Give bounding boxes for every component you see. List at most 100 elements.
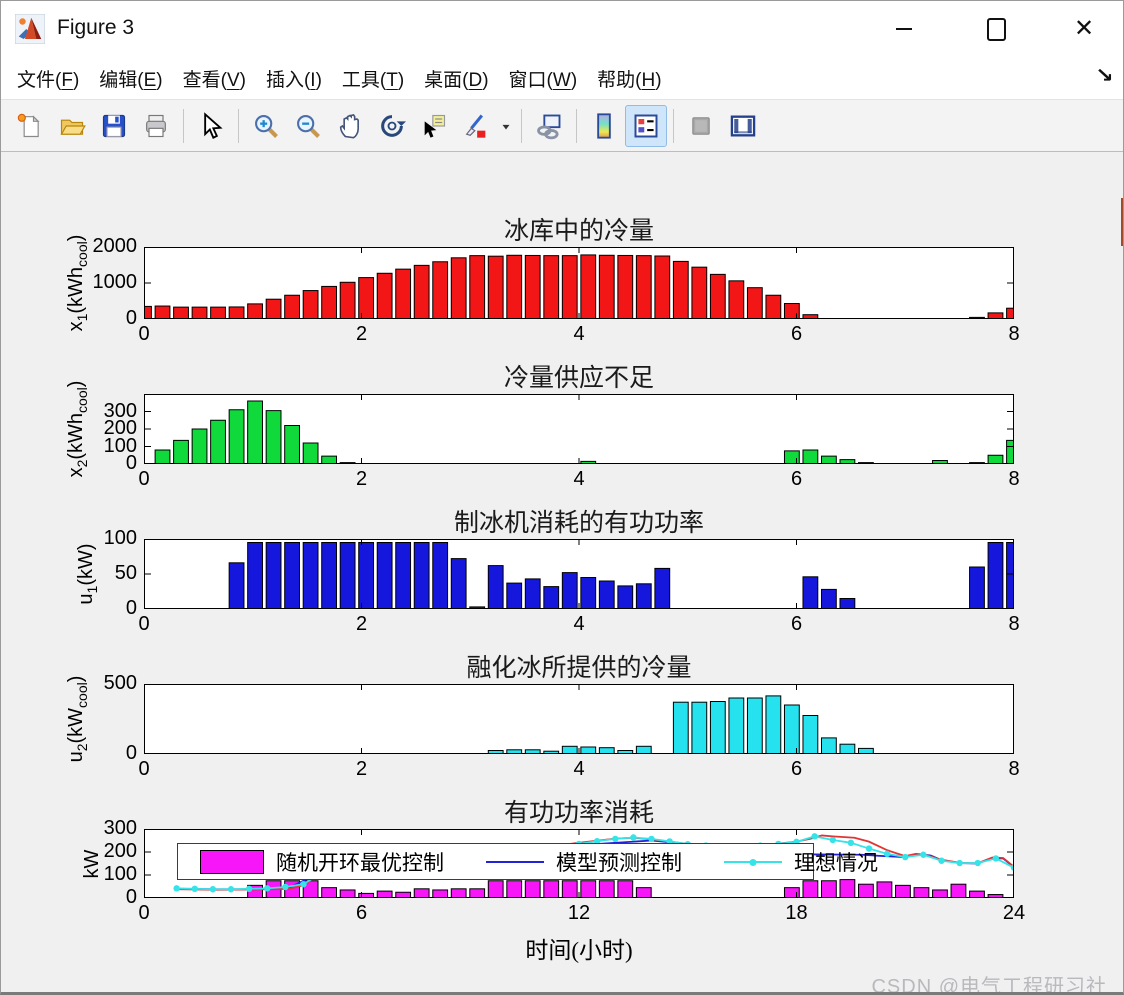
show-plot-tools-dock-button[interactable] — [722, 105, 764, 147]
link-plot-button[interactable] — [528, 105, 570, 147]
y-tick-label: 300 — [103, 817, 137, 839]
x-tick-label: 0 — [138, 323, 150, 345]
toolbar-separator — [521, 108, 522, 143]
rotate-3d-icon — [378, 112, 406, 140]
toolbar-separator — [576, 108, 577, 143]
dock-figure-arrow-icon[interactable]: ↘ — [1095, 65, 1114, 87]
y-tick-label: 200 — [103, 417, 137, 439]
legend-label: 理想情况 — [794, 850, 878, 875]
new-figure-button[interactable] — [9, 105, 51, 147]
data-cursor-button[interactable] — [413, 105, 455, 147]
x-tick-label: 8 — [1008, 468, 1020, 490]
new-figure-icon — [16, 112, 44, 140]
legend-entry: 模型预测控制 — [486, 847, 682, 877]
menu-item-tools[interactable]: 工具(T) — [341, 70, 405, 91]
subplot3-title: 制冰机消耗的有功功率 — [453, 510, 704, 537]
menu-item-window[interactable]: 窗口(W) — [508, 70, 578, 91]
legend-entry: 理想情况 — [724, 847, 878, 877]
subplot2-axes — [144, 394, 1014, 464]
y-tick-label: 1000 — [92, 271, 138, 293]
save-figure-button[interactable] — [93, 105, 135, 147]
toolbar-separator — [673, 108, 674, 143]
minimize-icon — [896, 28, 912, 30]
subplot2-title: 冷量供应不足 — [503, 365, 654, 392]
menu-item-view[interactable]: 查看(V) — [182, 70, 246, 91]
legend-line-swatch — [486, 860, 544, 863]
subplot4-title: 融化冰所提供的冷量 — [466, 655, 692, 682]
subplot1-title: 冰库中的冷量 — [503, 218, 654, 245]
y-tick-label: 0 — [125, 742, 137, 764]
menu-item-file[interactable]: 文件(F) — [17, 70, 80, 91]
y-tick-label: 0 — [125, 886, 137, 908]
minimize-button[interactable] — [881, 9, 927, 49]
save-figure-icon — [100, 112, 128, 140]
brush-dropdown-icon — [501, 112, 511, 140]
x-tick-label: 4 — [573, 323, 585, 345]
brush-icon — [462, 112, 490, 140]
toolbar — [1, 100, 1123, 152]
close-button[interactable]: ✕ — [1061, 9, 1107, 49]
x-tick-label: 12 — [567, 902, 591, 924]
menu-item-help[interactable]: 帮助(H) — [597, 70, 662, 91]
y-tick-label: 100 — [103, 527, 137, 549]
insert-legend-button[interactable] — [625, 104, 667, 147]
x-tick-label: 6 — [790, 323, 803, 345]
x-tick-label: 6 — [355, 902, 368, 924]
zoom-in-button[interactable] — [245, 105, 287, 147]
insert-colorbar-icon — [590, 112, 618, 140]
insert-colorbar-button[interactable] — [583, 105, 625, 147]
menu-item-edit[interactable]: 编辑(E) — [99, 70, 163, 91]
y-tick-label: 100 — [103, 434, 137, 457]
print-figure-icon — [142, 112, 170, 140]
legend-line-marker-swatch — [724, 858, 782, 866]
zoom-out-icon — [294, 112, 322, 140]
brush-button[interactable] — [455, 105, 497, 147]
y-tick-label: 200 — [103, 840, 137, 862]
subplot1-axes — [144, 247, 1014, 319]
y-tick-label: 50 — [114, 562, 137, 584]
x-tick-label: 24 — [1002, 902, 1026, 924]
y-tick-label: 500 — [103, 672, 137, 694]
link-plot-icon — [535, 112, 563, 140]
subplot5-title: 有功功率消耗 — [503, 800, 654, 827]
zoom-out-button[interactable] — [287, 105, 329, 147]
x-tick-label: 6 — [790, 613, 803, 635]
brush-dropdown-button[interactable] — [497, 105, 515, 147]
y-tick-label: 100 — [103, 863, 137, 885]
x-tick-label: 0 — [138, 758, 150, 780]
edit-plot-pointer-button[interactable] — [190, 105, 232, 147]
legend-label: 模型预测控制 — [556, 850, 682, 875]
x-tick-label: 6 — [790, 468, 803, 490]
x-tick-label: 8 — [1008, 323, 1020, 345]
x-tick-label: 4 — [573, 613, 585, 635]
x-tick-label: 2 — [355, 758, 368, 780]
legend-label: 随机开环最优控制 — [276, 850, 444, 875]
subplot4-axes — [144, 684, 1014, 754]
y-tick-label: 0 — [125, 307, 137, 329]
legend[interactable]: 随机开环最优控制 模型预测控制 理想情况 — [177, 843, 878, 880]
x-tick-label: 4 — [573, 468, 585, 490]
x-tick-label: 2 — [355, 323, 368, 345]
maximize-button[interactable] — [973, 9, 1019, 49]
x-tick-label: 18 — [785, 902, 808, 924]
figure-canvas: 冰库中的冷量 冷量供应不足 制冰机消耗的有功功率 融化冰所提供的冷量 有功功率消… — [1, 152, 1123, 992]
y-tick-label: 0 — [125, 597, 137, 619]
menu-item-insert[interactable]: 插入(I) — [265, 70, 322, 91]
rotate-3d-button[interactable] — [371, 105, 413, 147]
hide-plot-tools-button[interactable] — [680, 105, 722, 147]
menu-item-desktop[interactable]: 桌面(D) — [424, 70, 489, 91]
window-title: Figure 3 — [57, 16, 135, 39]
open-file-button[interactable] — [51, 105, 93, 147]
pan-hand-button[interactable] — [329, 105, 371, 147]
print-figure-button[interactable] — [135, 105, 177, 147]
x-tick-label: 4 — [573, 758, 585, 780]
legend-patch-swatch — [200, 849, 264, 874]
menu-bar: 文件(F) 编辑(E) 查看(V) 插入(I) 工具(T) 桌面(D) 窗口(W) 帮助(H) — [1, 58, 1123, 100]
hide-plot-tools-icon — [687, 112, 715, 140]
y-tick-label: 300 — [103, 399, 137, 422]
x-axis-label: 时间(小时) — [525, 938, 633, 963]
y-tick-label: 0 — [125, 452, 137, 474]
x-tick-label: 2 — [355, 613, 368, 635]
x-tick-label: 2 — [355, 468, 368, 490]
pan-hand-icon — [336, 112, 364, 140]
